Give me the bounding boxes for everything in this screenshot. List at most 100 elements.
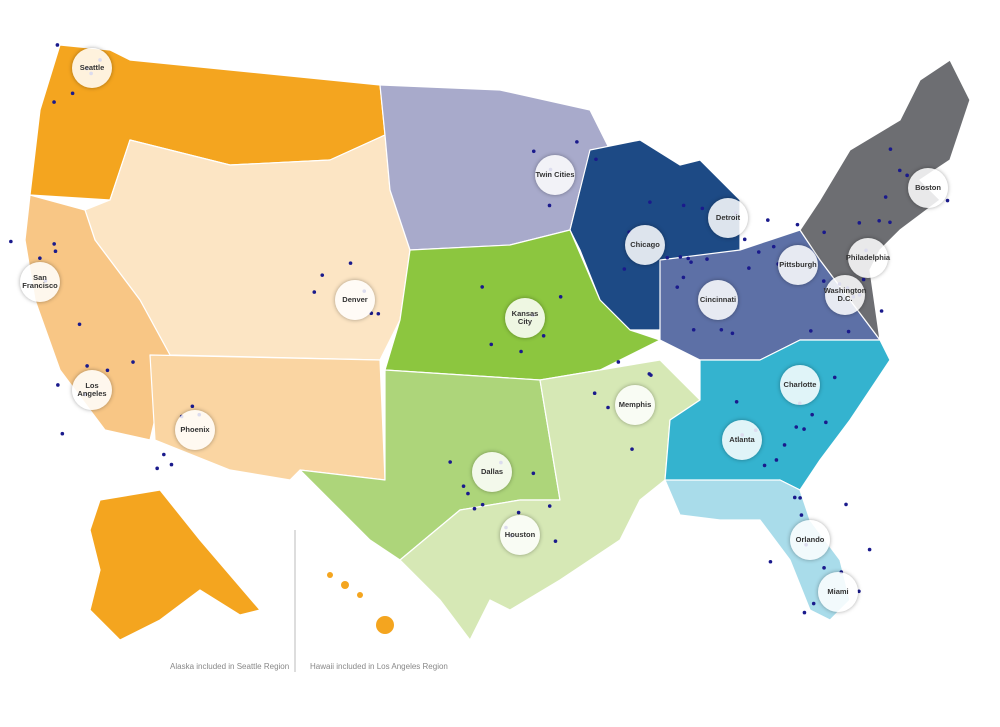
location-dot: [541, 333, 546, 338]
location-dot: [792, 495, 797, 500]
location-dot: [665, 255, 670, 260]
city-marker: Seattle: [72, 48, 112, 88]
city-marker: Charlotte: [780, 365, 820, 405]
location-dot: [648, 200, 652, 204]
location-dot: [810, 412, 814, 417]
location-dot: [320, 273, 325, 277]
city-marker: Miami: [818, 572, 858, 612]
location-dot: [131, 360, 135, 364]
location-dot: [9, 239, 13, 244]
location-dot: [594, 157, 598, 162]
location-dot: [553, 539, 558, 543]
city-marker: Pittsburgh: [778, 245, 818, 285]
city-marker: Philadelphia: [846, 238, 890, 278]
location-dot: [461, 484, 466, 488]
location-dot: [794, 425, 799, 429]
city-marker: Chicago: [625, 225, 665, 265]
location-dot: [802, 610, 807, 615]
alaska: [89, 489, 261, 641]
city-marker: Orlando: [790, 520, 830, 560]
location-dot: [169, 462, 174, 467]
location-dot: [519, 349, 523, 354]
location-dot: [742, 237, 747, 242]
location-dot: [38, 256, 42, 260]
city-marker: Denver: [335, 280, 375, 320]
location-dot: [466, 491, 470, 496]
location-dot: [795, 222, 800, 227]
location-dot: [448, 460, 452, 464]
location-dot: [531, 471, 536, 476]
region-south: [399, 359, 701, 641]
location-dot: [547, 504, 552, 508]
location-dot: [348, 261, 353, 265]
location-dot: [762, 463, 767, 468]
location-dot: [846, 329, 851, 334]
location-dot: [630, 447, 634, 451]
location-dot: [52, 242, 56, 246]
city-marker: Dallas: [472, 452, 512, 492]
location-dot: [56, 383, 60, 387]
location-dot: [945, 198, 950, 203]
location-dot: [691, 327, 696, 332]
location-dot: [705, 257, 709, 261]
city-marker: Atlanta: [722, 420, 762, 460]
location-dot: [883, 195, 888, 199]
location-dot: [811, 601, 816, 606]
city-marker: Boston: [908, 168, 948, 208]
location-dot: [190, 404, 195, 409]
location-dot: [649, 373, 653, 377]
city-marker: Memphis: [615, 385, 655, 425]
location-dot: [155, 466, 159, 471]
location-dot: [766, 218, 770, 222]
location-dot: [700, 206, 705, 211]
location-dot: [616, 360, 621, 364]
location-dot: [824, 420, 828, 425]
city-marker: Cincinnati: [698, 280, 738, 320]
city-marker: Washington D.C.: [824, 275, 866, 315]
location-dot: [472, 506, 477, 511]
location-dot: [77, 322, 82, 327]
city-marker: Houston: [500, 515, 540, 555]
location-dot: [756, 250, 761, 254]
location-dot: [85, 364, 89, 368]
location-dot: [809, 329, 813, 333]
location-dot: [844, 502, 848, 507]
location-dot: [730, 331, 735, 336]
location-dot: [888, 220, 892, 225]
location-dot: [376, 311, 381, 316]
location-dot: [575, 140, 579, 144]
location-dot: [867, 547, 872, 552]
location-dot: [678, 255, 683, 259]
location-dot: [861, 277, 866, 282]
location-dot: [592, 391, 597, 396]
location-dot: [52, 100, 56, 104]
location-dot: [905, 173, 909, 178]
location-dot: [675, 285, 680, 289]
location-dot: [719, 327, 724, 332]
location-dot: [162, 452, 166, 457]
location-dot: [489, 342, 494, 347]
location-dot: [558, 295, 563, 299]
location-dot: [822, 566, 826, 570]
location-dot: [768, 559, 773, 564]
location-dot: [771, 244, 776, 249]
location-dot: [60, 431, 65, 436]
location-dot: [877, 218, 881, 223]
city-marker: Los Angeles: [72, 370, 112, 410]
location-dot: [879, 309, 884, 313]
location-dot: [897, 168, 902, 173]
location-dot: [832, 375, 837, 380]
note: Hawaii included in Los Angeles Region: [310, 662, 448, 671]
city-marker: Twin Cities: [535, 155, 575, 195]
location-dot: [70, 91, 75, 96]
location-dot: [55, 43, 60, 47]
city-marker: San Francisco: [20, 262, 60, 302]
hawaii: [327, 572, 394, 634]
location-dot: [53, 249, 58, 254]
location-dot: [802, 427, 806, 431]
location-dot: [480, 285, 484, 289]
region-southeast: [664, 339, 891, 491]
location-dot: [798, 496, 802, 500]
location-dot: [888, 147, 893, 151]
